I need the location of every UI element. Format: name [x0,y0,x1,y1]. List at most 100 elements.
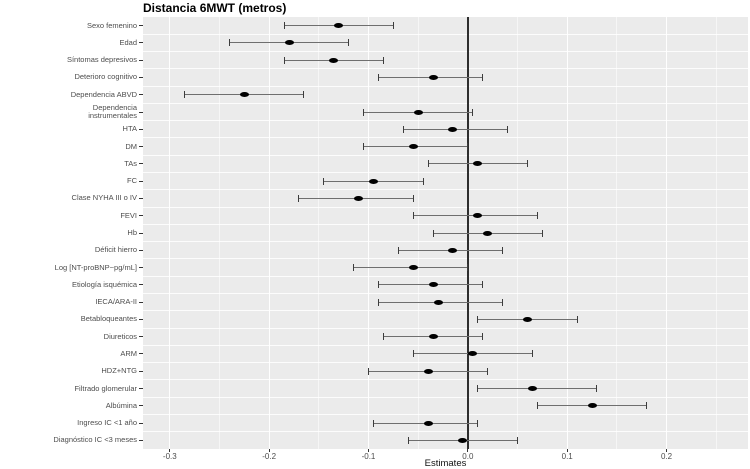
point-estimate [448,126,458,132]
ci-cap [353,264,355,272]
ci-cap [407,436,409,444]
gridline-minor [218,17,220,449]
gridline-major [666,17,668,449]
point-estimate [329,57,339,63]
ci-cap [502,246,504,254]
gridline-horizontal [143,68,748,70]
gridline-horizontal [143,137,748,139]
y-axis-tick [139,128,143,130]
y-axis-label: Hb [127,227,137,237]
y-axis-tick [139,163,143,165]
ci-cap [482,281,484,289]
x-axis-tick-label: 0.1 [561,452,573,461]
ci-cap [467,264,469,272]
point-estimate [522,316,532,322]
y-axis-tick [139,284,143,286]
ci-cap [507,125,509,133]
x-axis-tick-label: 0.0 [462,452,474,461]
x-axis-tick [666,449,668,452]
ci-cap [377,298,379,306]
ci-cap [382,56,384,64]
gridline-horizontal [143,33,748,35]
gridline-horizontal [143,51,748,53]
gridline-horizontal [143,241,748,243]
point-estimate [428,282,438,288]
y-axis-label: Déficit hierro [94,245,137,255]
ci-cap [348,39,350,47]
y-axis-label: Clase NYHA III o IV [71,193,137,203]
ci-cap [422,177,424,185]
gridline-horizontal [143,292,748,294]
ci-cap [412,194,414,202]
y-axis-tick [139,111,143,113]
ci-cap [412,350,414,358]
gridline-major [368,17,369,449]
y-axis-label: Edad [119,37,137,47]
point-estimate [354,195,364,201]
point-estimate [433,299,443,305]
y-axis-tick [139,353,143,355]
x-axis-tick [368,449,369,452]
gridline-horizontal [143,120,748,122]
x-axis-tick-label: -0.2 [262,452,277,461]
y-axis-label: Dependencia ABVD [70,89,137,99]
gridline-major [169,17,171,449]
gridline-major [566,17,568,449]
y-axis-tick [139,232,143,234]
x-axis-tick-label: 0.2 [660,452,673,461]
x-axis-tick [268,449,270,452]
y-axis-tick [139,422,143,424]
ci-cap [536,402,538,410]
y-axis-tick [139,180,143,182]
gridline-horizontal [143,396,748,398]
ci-cap [402,125,404,133]
y-axis-label: Log [NT-proBNP~pg/mL] [54,262,137,272]
x-axis-title: Estimates [424,458,467,469]
y-axis-label: DM [125,141,137,151]
x-axis-tick [169,449,171,452]
gridline-horizontal [143,258,748,260]
ci-cap [482,333,484,341]
y-axis-tick [139,388,143,390]
point-estimate [334,23,344,29]
ci-cap [477,385,479,393]
gridline-minor [616,17,618,449]
ci-cap [372,419,374,427]
y-axis-label: TAs [124,158,137,168]
ci-cap [363,108,365,116]
point-estimate [423,420,433,426]
y-axis-tick [139,197,143,199]
point-estimate [527,386,537,392]
plot-panel [143,17,748,449]
ci-cap [487,367,489,375]
ci-cap [502,298,504,306]
point-estimate [368,178,378,184]
ci-cap [412,212,414,220]
y-axis-label: Ingreso IC <1 año [77,418,137,428]
point-estimate [473,213,483,219]
gridline-horizontal [143,172,748,174]
y-axis-tick [139,318,143,320]
y-axis-tick [139,439,143,441]
gridline-horizontal [143,223,748,225]
gridline-horizontal [143,154,748,156]
ci-cap [531,350,533,358]
y-axis-label: Diureticos [103,331,137,341]
ci-cap [363,143,365,151]
y-axis-label: FEVI [120,210,137,220]
y-axis-tick [139,370,143,372]
chart-title: Distancia 6MWT (metros) [143,1,287,15]
y-axis-label: Diagnóstico IC <3 meses [53,435,137,445]
ci-cap [283,22,285,30]
gridline-horizontal [143,102,748,104]
gridline-minor [417,17,419,449]
y-axis-label: Filtrado glomerular [74,383,137,393]
ci-cap [283,56,285,64]
point-estimate [408,265,418,271]
ci-cap [368,367,369,375]
ci-cap [596,385,598,393]
x-axis-tick [566,449,568,452]
y-axis-tick [139,146,143,148]
gridline-minor [318,17,320,449]
gridline-horizontal [143,362,748,364]
